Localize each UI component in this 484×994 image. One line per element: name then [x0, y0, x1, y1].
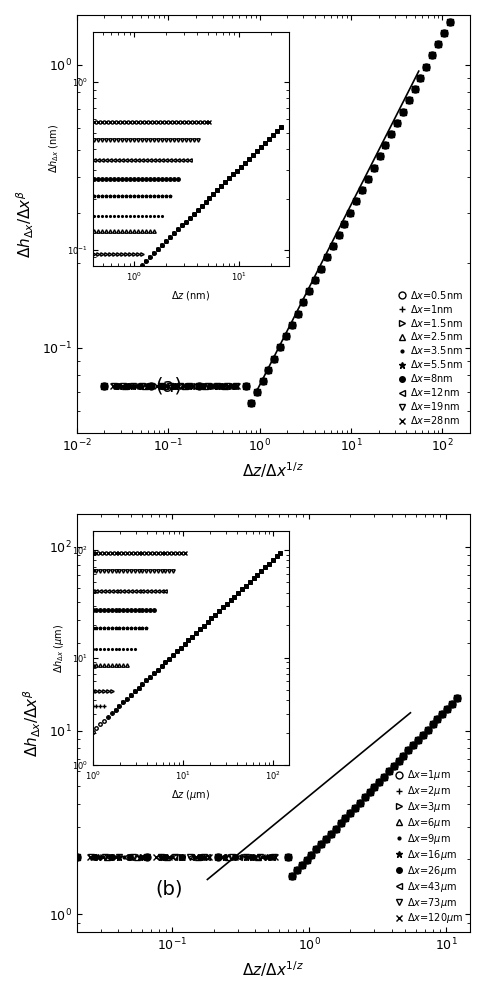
Legend: $\Delta x$=0.5nm, $\Delta x$=1nm, $\Delta x$=1.5nm, $\Delta x$=2.5nm, $\Delta x$: $\Delta x$=0.5nm, $\Delta x$=1nm, $\Delt…: [395, 286, 464, 428]
Text: (b): (b): [155, 880, 182, 899]
Text: (a): (a): [155, 376, 182, 396]
X-axis label: $\Delta z/\Delta x^{1/z}$: $\Delta z/\Delta x^{1/z}$: [242, 460, 304, 480]
Legend: $\Delta x$=1$\mu$m, $\Delta x$=2$\mu$m, $\Delta x$=3$\mu$m, $\Delta x$=6$\mu$m, : $\Delta x$=1$\mu$m, $\Delta x$=2$\mu$m, …: [392, 766, 464, 927]
Y-axis label: $\Delta h_{\Delta x}/\Delta x^{\beta}$: $\Delta h_{\Delta x}/\Delta x^{\beta}$: [15, 190, 36, 257]
X-axis label: $\Delta z/\Delta x^{1/z}$: $\Delta z/\Delta x^{1/z}$: [242, 959, 304, 979]
Y-axis label: $\Delta h_{\Delta x}/\Delta x^{\beta}$: $\Delta h_{\Delta x}/\Delta x^{\beta}$: [22, 690, 44, 757]
